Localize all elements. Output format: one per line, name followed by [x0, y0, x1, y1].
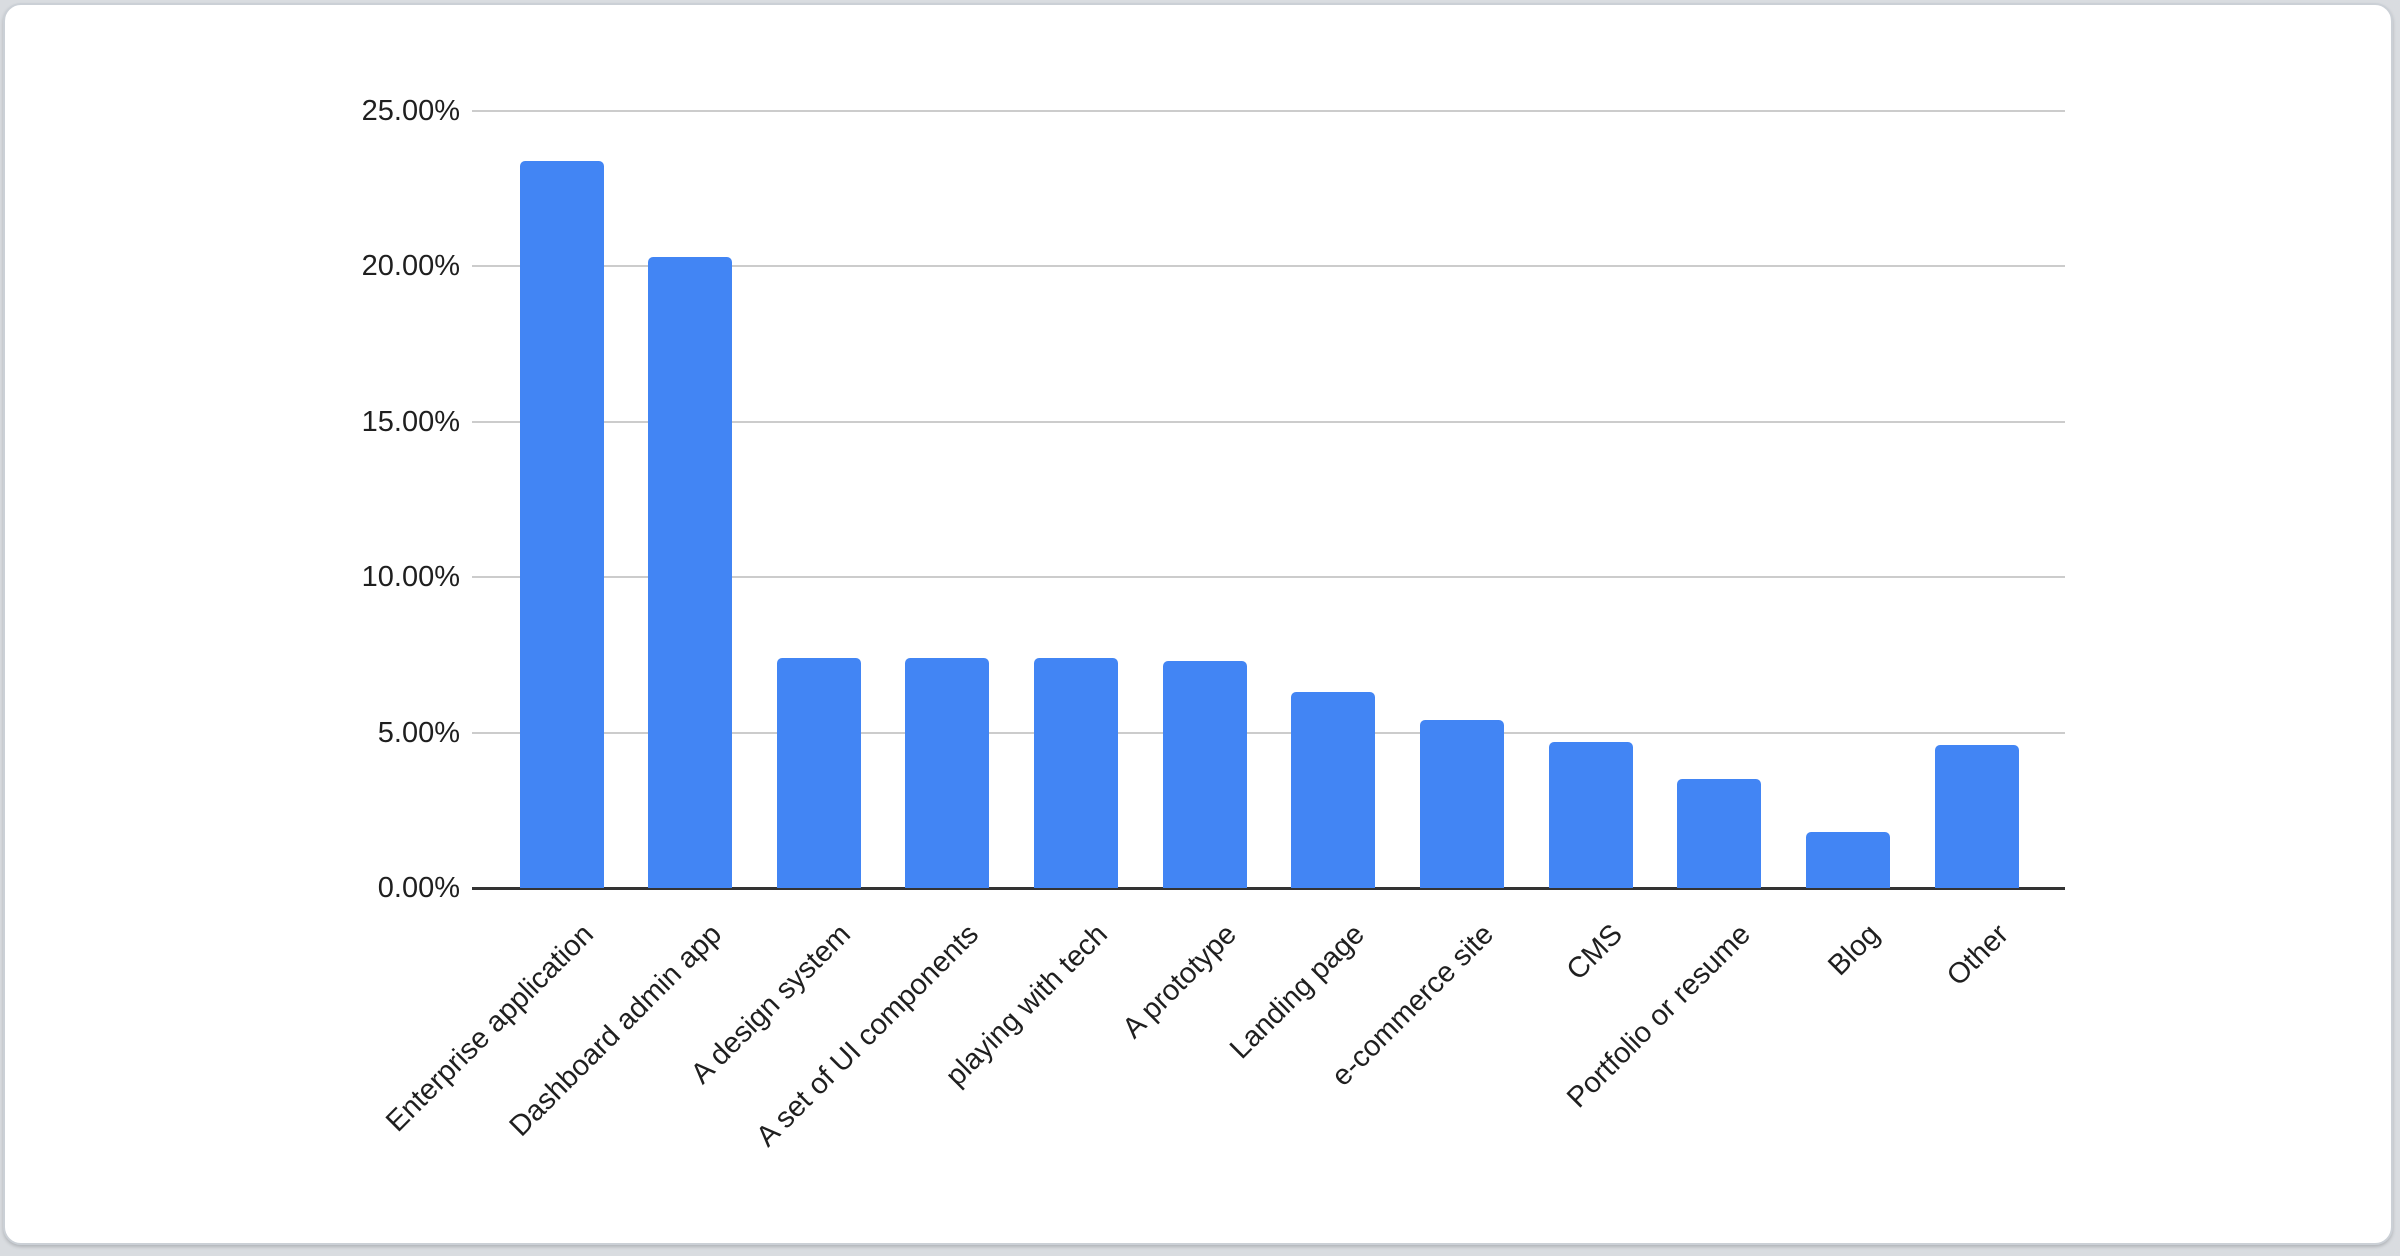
- bar-a-design-system[interactable]: [776, 658, 861, 888]
- y-tick-label-25.00%: 25.00%: [361, 95, 460, 127]
- bar-portfolio-or-resume[interactable]: [1677, 779, 1762, 888]
- y-tick-label-0.00%: 0.00%: [377, 872, 460, 904]
- bar-landing-page[interactable]: [1291, 692, 1376, 888]
- bar-dashboard-admin-app[interactable]: [648, 257, 733, 888]
- y-tick-label-20.00%: 20.00%: [361, 250, 460, 283]
- bar-cms[interactable]: [1548, 741, 1633, 888]
- gridline-15: [472, 420, 2065, 423]
- bar-other[interactable]: [1934, 745, 2019, 888]
- bar-chart: 0.00% 5.00% 10.00% 15.00% 20.00% 25.00% Enter…: [5, 5, 2391, 1243]
- y-tick-label-15.00%: 15.00%: [361, 405, 460, 438]
- bar-playing-with-tech[interactable]: [1034, 658, 1119, 888]
- bar-a-prototype[interactable]: [1162, 661, 1247, 888]
- gridline-25: [472, 110, 2065, 112]
- bar-enterprise-application[interactable]: [519, 160, 604, 888]
- x-axis-baseline: [472, 887, 2065, 890]
- gridline-20: [472, 265, 2065, 268]
- chart-card: 0.00% 5.00% 10.00% 15.00% 20.00% 25.00% Enter…: [3, 3, 2393, 1245]
- bar-a-set-of-ui-components[interactable]: [905, 658, 990, 888]
- bar-e-commerce-site[interactable]: [1420, 720, 1505, 888]
- y-tick-label-5.00%: 5.00%: [377, 716, 460, 749]
- bar-blog[interactable]: [1806, 832, 1890, 888]
- y-tick-label-10.00%: 10.00%: [361, 561, 460, 594]
- gridline-10: [472, 576, 2065, 579]
- gridline-5: [472, 731, 2065, 734]
